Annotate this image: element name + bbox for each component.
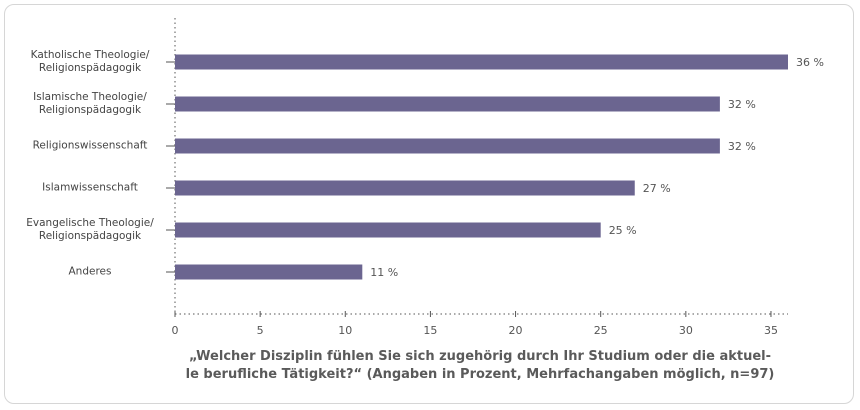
y-tick-label: Islamwissenschaft [42,181,138,194]
x-tick-label: 15 [423,324,437,337]
bar [175,96,720,112]
y-tick-label: Evangelische Theologie/ Religionspädagog… [26,217,154,242]
frame [4,4,854,404]
x-tick-label: 10 [338,324,352,337]
x-tick-label: 5 [257,324,264,337]
value-label: 32 % [728,98,756,111]
bar [175,180,635,196]
value-label: 27 % [643,182,671,195]
y-tick-label: Anderes [68,265,112,278]
x-tick-label: 25 [594,324,608,337]
bar [175,138,720,154]
y-tick-label: Islamische Theologie/ Religionspädagogik [33,91,147,116]
y-tick-label: Religionswissenschaft [32,139,148,152]
x-tick-label: 30 [679,324,693,337]
bar [175,54,788,70]
chart-title: „Welcher Disziplin fühlen Sie sich zugeh… [185,349,775,382]
x-tick-label: 35 [764,324,778,337]
bar [175,222,601,238]
value-label: 36 % [796,56,824,69]
value-label: 25 % [609,224,637,237]
bar [175,264,363,280]
y-tick-label: Katholische Theologie/ Religionspädagogi… [30,49,150,74]
x-tick-label: 0 [172,324,179,337]
x-tick-label: 20 [509,324,523,337]
value-label: 32 % [728,140,756,153]
value-label: 11 % [370,266,398,279]
